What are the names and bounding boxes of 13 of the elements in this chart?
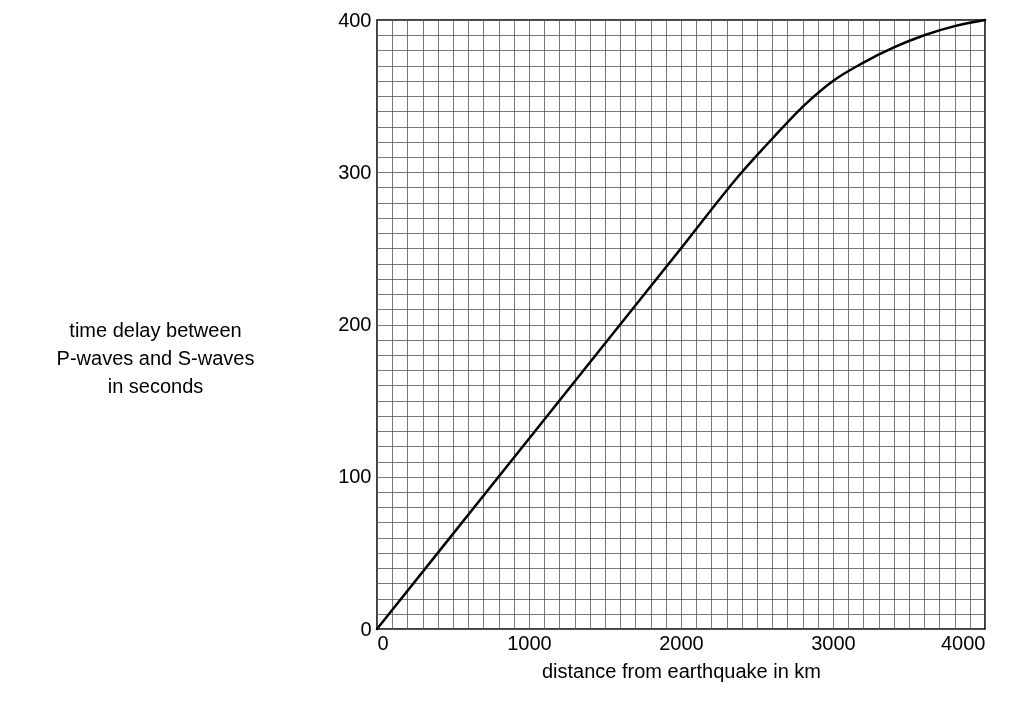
y-tick-label: 400	[338, 8, 372, 31]
x-tick-label: 2000	[659, 631, 704, 654]
x-tick-label: 4000	[941, 631, 986, 654]
y-tick-label: 100	[338, 465, 372, 488]
x-tick-label: 1000	[507, 631, 552, 654]
x-axis-title: distance from earthquake in km	[541, 659, 822, 682]
y-tick-label: 200	[338, 313, 372, 335]
x-tick-label: 0	[377, 631, 389, 654]
y-tick-label: 0	[360, 617, 372, 640]
line-series	[375, 18, 987, 631]
y-tick-label: 300	[338, 160, 372, 183]
x-tick-label: 3000	[811, 631, 856, 654]
y-axis-title: time delay between P-waves and S-waves in seconds	[56, 318, 255, 397]
